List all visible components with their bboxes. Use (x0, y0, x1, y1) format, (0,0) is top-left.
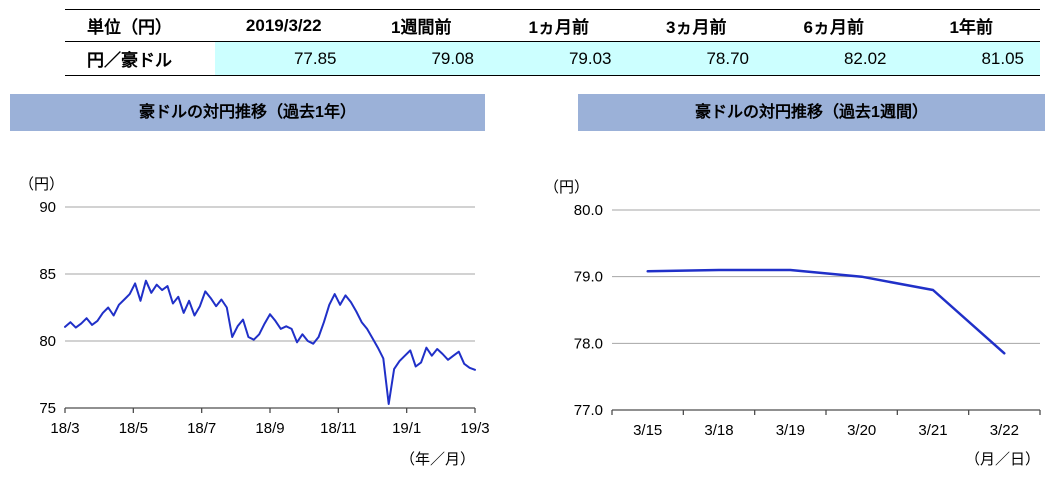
x-tick-label: 18/7 (187, 420, 216, 437)
x-tick-label: 19/3 (460, 420, 489, 437)
x-tick-label: 3/20 (847, 422, 876, 439)
y-axis-unit-label: （円） (19, 176, 64, 193)
rate-1year-ago: 81.05 (902, 41, 1040, 76)
y-tick-label: 77.0 (574, 402, 603, 419)
x-tick-label: 3/15 (633, 422, 662, 439)
y-tick-label: 80 (39, 333, 56, 350)
rate-6months-ago: 82.02 (765, 41, 903, 76)
header-1week-ago: 1週間前 (391, 18, 452, 37)
x-tick-label: 18/5 (119, 420, 148, 437)
y-tick-label: 75 (39, 400, 56, 417)
y-tick-label: 78.0 (574, 335, 603, 352)
chart-title-1week: 豪ドルの対円推移（過去1週間） (578, 94, 1045, 131)
rate-table-data-row: 円／豪ドル 77.85 79.08 79.03 78.70 82.02 81.0… (65, 41, 1040, 76)
series-line (646, 268, 1006, 355)
rate-table: 単位（円） 2019/3/22 1週間前 1ヵ月前 3ヵ月前 6ヵ月前 1年前 … (65, 9, 1040, 76)
rate-3months-ago: 78.70 (627, 41, 765, 76)
x-tick-label: 3/21 (918, 422, 947, 439)
rate-1week-ago: 79.08 (352, 41, 490, 76)
chart-aud-jpy-1year: 75 80 85 90 18/3 18/5 18/7 18/9 18/11 19/1 19/3 （円）… (19, 176, 490, 468)
header-1year-ago: 1年前 (949, 18, 993, 37)
currency-pair-label: 円／豪ドル (87, 51, 172, 70)
x-tick-label: 19/1 (392, 420, 421, 437)
rate-latest: 77.85 (215, 41, 353, 76)
header-3months-ago: 3ヵ月前 (666, 18, 727, 37)
x-axis-unit-label: （年／月） (400, 451, 475, 468)
header-unit: 単位（円） (87, 18, 172, 37)
x-tick-label: 3/19 (776, 422, 805, 439)
x-tick-label: 3/18 (704, 422, 733, 439)
chart-title-1year: 豪ドルの対円推移（過去1年） (10, 94, 485, 131)
series-line (64, 279, 476, 405)
header-latest-date: 2019/3/22 (245, 15, 322, 35)
y-tick-label: 90 (39, 199, 56, 216)
x-tick-label: 3/22 (990, 422, 1019, 439)
y-tick-label: 80.0 (574, 202, 603, 219)
x-axis-unit-label: （月／日） (965, 451, 1040, 468)
x-tick-label: 18/3 (50, 420, 79, 437)
y-tick-label: 79.0 (574, 269, 603, 286)
y-axis-unit-label: （円） (544, 179, 589, 196)
chart-aud-jpy-1week: 77.0 78.0 79.0 80.0 3/15 3/18 3/19 3/20 3/21 3/22… (544, 179, 1041, 468)
y-tick-label: 85 (39, 266, 56, 283)
header-6months-ago: 6ヵ月前 (803, 18, 864, 37)
rate-1month-ago: 79.03 (490, 41, 628, 76)
x-tick-label: 18/11 (320, 420, 356, 437)
rate-table-header-row: 単位（円） 2019/3/22 1週間前 1ヵ月前 3ヵ月前 6ヵ月前 1年前 (65, 9, 1040, 42)
x-tick-label: 18/9 (255, 420, 284, 437)
header-1month-ago: 1ヵ月前 (528, 18, 589, 37)
